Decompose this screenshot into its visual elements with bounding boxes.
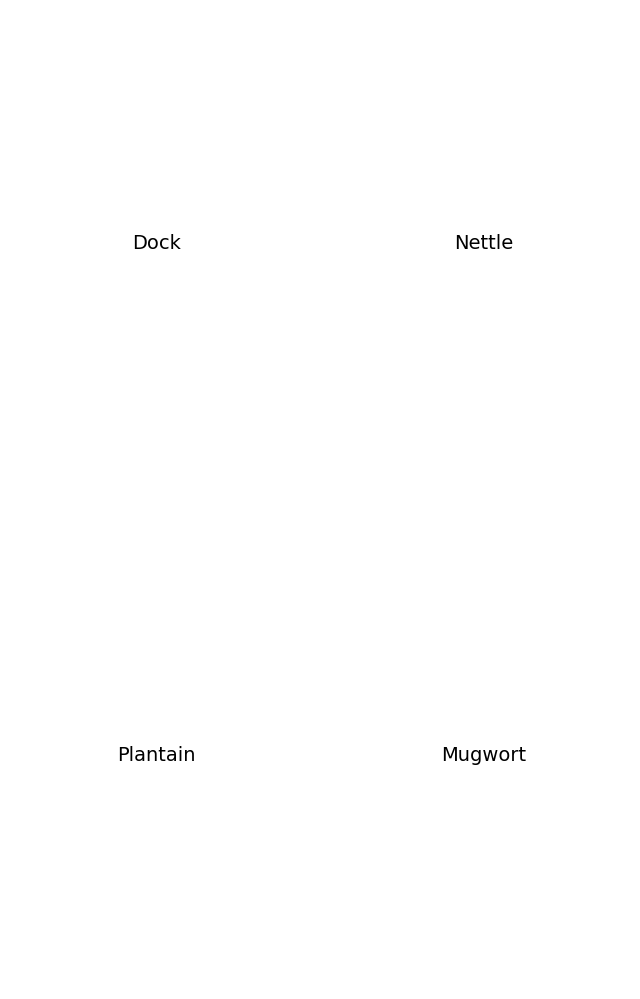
Text: Dock: Dock [132,234,180,253]
Text: Nettle: Nettle [454,234,513,253]
Text: Mugwort: Mugwort [442,746,527,765]
Text: Plantain: Plantain [117,746,195,765]
